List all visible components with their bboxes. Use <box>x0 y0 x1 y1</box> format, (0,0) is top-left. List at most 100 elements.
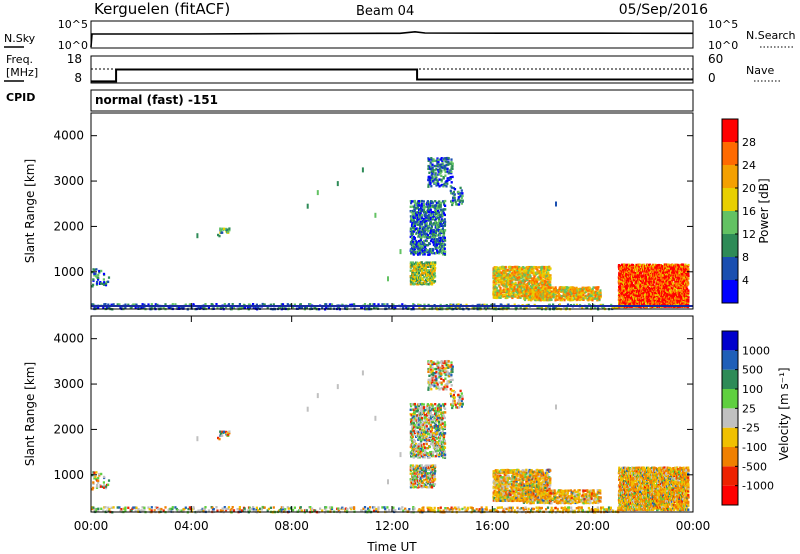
power-cell <box>681 297 684 300</box>
power-cell <box>162 306 165 309</box>
power-cell <box>420 268 423 271</box>
power-cell <box>624 288 627 291</box>
power-cell <box>664 277 667 280</box>
power-cell <box>647 294 651 298</box>
power-cell <box>417 280 420 283</box>
power-cell <box>534 293 537 296</box>
power-cell <box>538 297 541 300</box>
power-cell <box>508 289 511 292</box>
power-cell <box>541 283 544 287</box>
power-cell <box>438 215 441 218</box>
power-cell <box>664 282 667 285</box>
power-ylabel: Slant Range [km] <box>23 159 37 263</box>
power-cell <box>423 265 426 268</box>
power-cell <box>416 241 419 244</box>
power-cell <box>654 270 657 273</box>
velocity-cell <box>409 480 413 483</box>
power-cell <box>539 266 542 269</box>
power-cell <box>426 261 430 264</box>
power-cell <box>618 271 621 275</box>
power-cell <box>553 288 556 291</box>
power-cell <box>435 244 438 247</box>
power-cell <box>573 287 576 291</box>
power-cell <box>135 303 138 306</box>
power-cell <box>514 267 517 270</box>
power-cell <box>286 303 289 306</box>
power-cell <box>451 167 454 170</box>
power-cell <box>95 282 99 285</box>
power-cell <box>636 270 640 273</box>
power-cell <box>516 270 519 273</box>
power-cell <box>581 291 584 295</box>
power-cell <box>557 293 560 296</box>
velocity-cell <box>325 506 328 509</box>
power-cell <box>592 286 595 289</box>
power-cell <box>459 199 462 202</box>
power-cell <box>630 298 633 302</box>
power-cell <box>399 249 402 255</box>
power-cell <box>554 288 557 291</box>
power-cell <box>414 241 417 244</box>
power-cell <box>415 227 418 230</box>
power-cell <box>632 277 635 280</box>
power-cell <box>552 292 555 295</box>
power-cell <box>488 306 491 309</box>
power-cell <box>532 281 535 284</box>
power-cell <box>540 286 543 289</box>
power-cell <box>624 296 628 299</box>
velocity-cell <box>364 509 367 512</box>
power-cell <box>653 273 657 276</box>
power-cell <box>440 224 444 227</box>
power-swatch <box>722 188 738 211</box>
power-cell <box>678 277 681 280</box>
power-cell <box>443 165 446 168</box>
power-cell <box>630 286 633 289</box>
power-cell <box>416 213 420 217</box>
power-cell <box>522 286 526 289</box>
power-cell <box>552 303 555 306</box>
power-swatch <box>722 165 738 188</box>
power-cell <box>681 300 684 303</box>
velocity-cell <box>102 509 105 512</box>
freq-line <box>91 68 693 83</box>
power-cell <box>577 297 580 300</box>
power-cell <box>418 204 421 207</box>
power-cell <box>623 263 626 266</box>
power-cell <box>644 266 647 269</box>
power-cell <box>596 306 600 309</box>
power-cell <box>530 280 533 283</box>
velocity-cell <box>414 480 417 484</box>
velocity-cell <box>174 506 177 509</box>
velocity-cell <box>106 509 109 512</box>
power-cell <box>542 298 545 302</box>
power-cell <box>434 231 437 234</box>
power-cell <box>639 282 642 285</box>
power-cell <box>599 289 602 292</box>
power-cell <box>130 305 133 309</box>
power-cell <box>431 272 434 275</box>
power-cell <box>507 272 510 276</box>
power-cell <box>521 279 524 283</box>
power-cell <box>95 283 99 286</box>
power-cell <box>573 291 576 295</box>
power-cell <box>508 282 511 286</box>
power-cell <box>527 277 530 280</box>
power-cell <box>521 284 524 287</box>
power-cell <box>429 216 432 220</box>
power-cell <box>634 285 637 288</box>
power-cell <box>394 306 397 309</box>
power-cell <box>430 281 433 285</box>
power-cell <box>450 158 453 161</box>
power-cell <box>445 185 448 188</box>
velocity-cell <box>353 506 356 509</box>
power-cell <box>646 285 650 288</box>
power-cell <box>252 306 255 309</box>
power-cell <box>429 211 432 214</box>
power-cell <box>432 168 435 172</box>
power-cell <box>261 302 264 306</box>
power-cell <box>545 281 548 284</box>
power-cell <box>142 306 145 309</box>
power-cell <box>252 303 255 306</box>
power-cell <box>548 303 551 307</box>
